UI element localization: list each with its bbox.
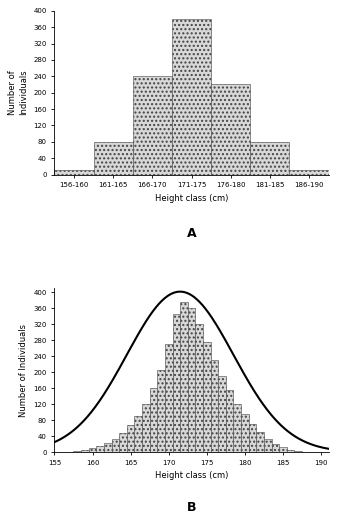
Text: A: A: [187, 227, 196, 240]
X-axis label: Height class (cm): Height class (cm): [155, 471, 228, 480]
Bar: [234, 404, 241, 452]
Bar: [264, 440, 272, 452]
Bar: [173, 314, 180, 452]
Y-axis label: Number of Individuals: Number of Individuals: [19, 324, 28, 417]
Bar: [89, 448, 96, 452]
Bar: [241, 414, 249, 452]
Bar: [279, 448, 287, 452]
Bar: [73, 451, 81, 452]
Bar: [249, 424, 256, 452]
Bar: [226, 390, 234, 452]
Bar: [133, 76, 172, 175]
Bar: [195, 324, 203, 452]
Text: B: B: [187, 501, 196, 514]
Bar: [218, 376, 226, 452]
Bar: [81, 450, 89, 452]
Bar: [94, 142, 133, 175]
Bar: [134, 416, 142, 452]
Bar: [203, 342, 211, 452]
Bar: [127, 425, 134, 452]
Bar: [211, 360, 218, 452]
Bar: [250, 142, 289, 175]
Bar: [150, 388, 157, 452]
Bar: [104, 443, 112, 452]
Bar: [256, 432, 264, 452]
Bar: [142, 404, 150, 452]
Bar: [287, 450, 295, 452]
Bar: [165, 344, 173, 452]
X-axis label: Height class (cm): Height class (cm): [155, 194, 228, 203]
Bar: [55, 170, 94, 175]
Bar: [119, 433, 127, 452]
Y-axis label: Number of
Individuals: Number of Individuals: [8, 70, 28, 115]
Bar: [211, 85, 250, 175]
Bar: [188, 308, 195, 452]
Bar: [272, 444, 279, 452]
Bar: [289, 170, 329, 175]
Bar: [295, 451, 302, 452]
Bar: [172, 19, 211, 175]
Bar: [112, 440, 119, 452]
Bar: [157, 370, 165, 452]
Bar: [180, 303, 188, 452]
Bar: [96, 446, 104, 452]
